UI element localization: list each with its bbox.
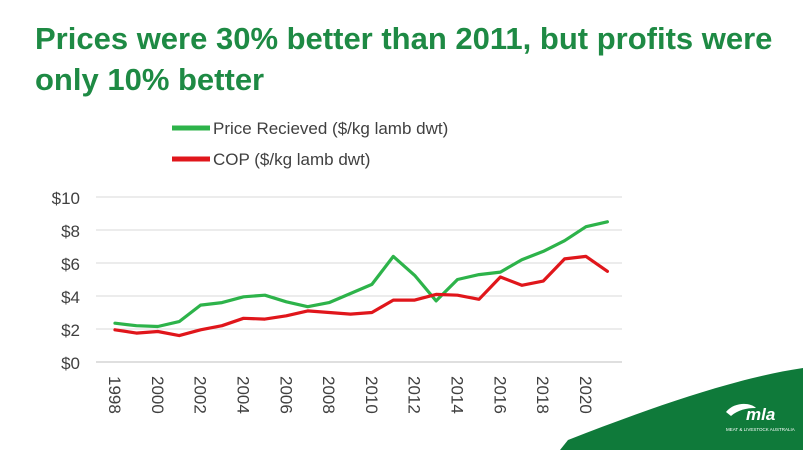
x-tick-label: 1998 (105, 376, 124, 414)
mla-leaf-icon (726, 403, 756, 416)
x-tick-label: 2014 (448, 376, 467, 414)
y-tick-label: $8 (61, 222, 80, 241)
y-tick-label: $2 (61, 321, 80, 340)
brand-band: mla MEAT & LIVESTOCK AUSTRALIA (560, 368, 803, 450)
y-tick-label: $6 (61, 255, 80, 274)
series-line-price (113, 220, 610, 329)
x-tick-label: 2002 (191, 376, 210, 414)
x-tick-label: 2010 (362, 376, 381, 414)
x-axis-ticks: 1998 2000 2002 2004 2006 2008 2010 2012 2014 2016… (105, 376, 595, 414)
y-tick-label: $0 (61, 354, 80, 373)
mla-logo-text: mla (746, 405, 775, 424)
x-tick-label: 2018 (533, 376, 552, 414)
x-tick-label: 2020 (576, 376, 595, 414)
x-tick-label: 2012 (405, 376, 424, 414)
x-tick-label: 2006 (276, 376, 295, 414)
y-tick-label: $4 (61, 288, 80, 307)
slide-headline: Prices were 30% better than 2011, but pr… (35, 21, 773, 97)
x-tick-label: 2000 (148, 376, 167, 414)
series-lines (113, 220, 610, 338)
legend: Price Recieved ($/kg lamb dwt) COP ($/kg… (172, 119, 448, 169)
x-tick-label: 2004 (233, 376, 252, 414)
legend-label-cop: COP ($/kg lamb dwt) (213, 150, 370, 169)
mla-logo: mla MEAT & LIVESTOCK AUSTRALIA (726, 403, 795, 432)
y-tick-label: $10 (52, 189, 80, 208)
mla-logo-subtext: MEAT & LIVESTOCK AUSTRALIA (726, 427, 795, 432)
series-line-cop (113, 254, 610, 338)
x-tick-label: 2008 (319, 376, 338, 414)
legend-label-price: Price Recieved ($/kg lamb dwt) (213, 119, 448, 138)
green-band-shape (560, 368, 803, 450)
x-tick-label: 2016 (490, 376, 509, 414)
y-axis-ticks: $0 $2 $4 $6 $8 $10 (52, 189, 80, 373)
gridlines (96, 196, 622, 363)
